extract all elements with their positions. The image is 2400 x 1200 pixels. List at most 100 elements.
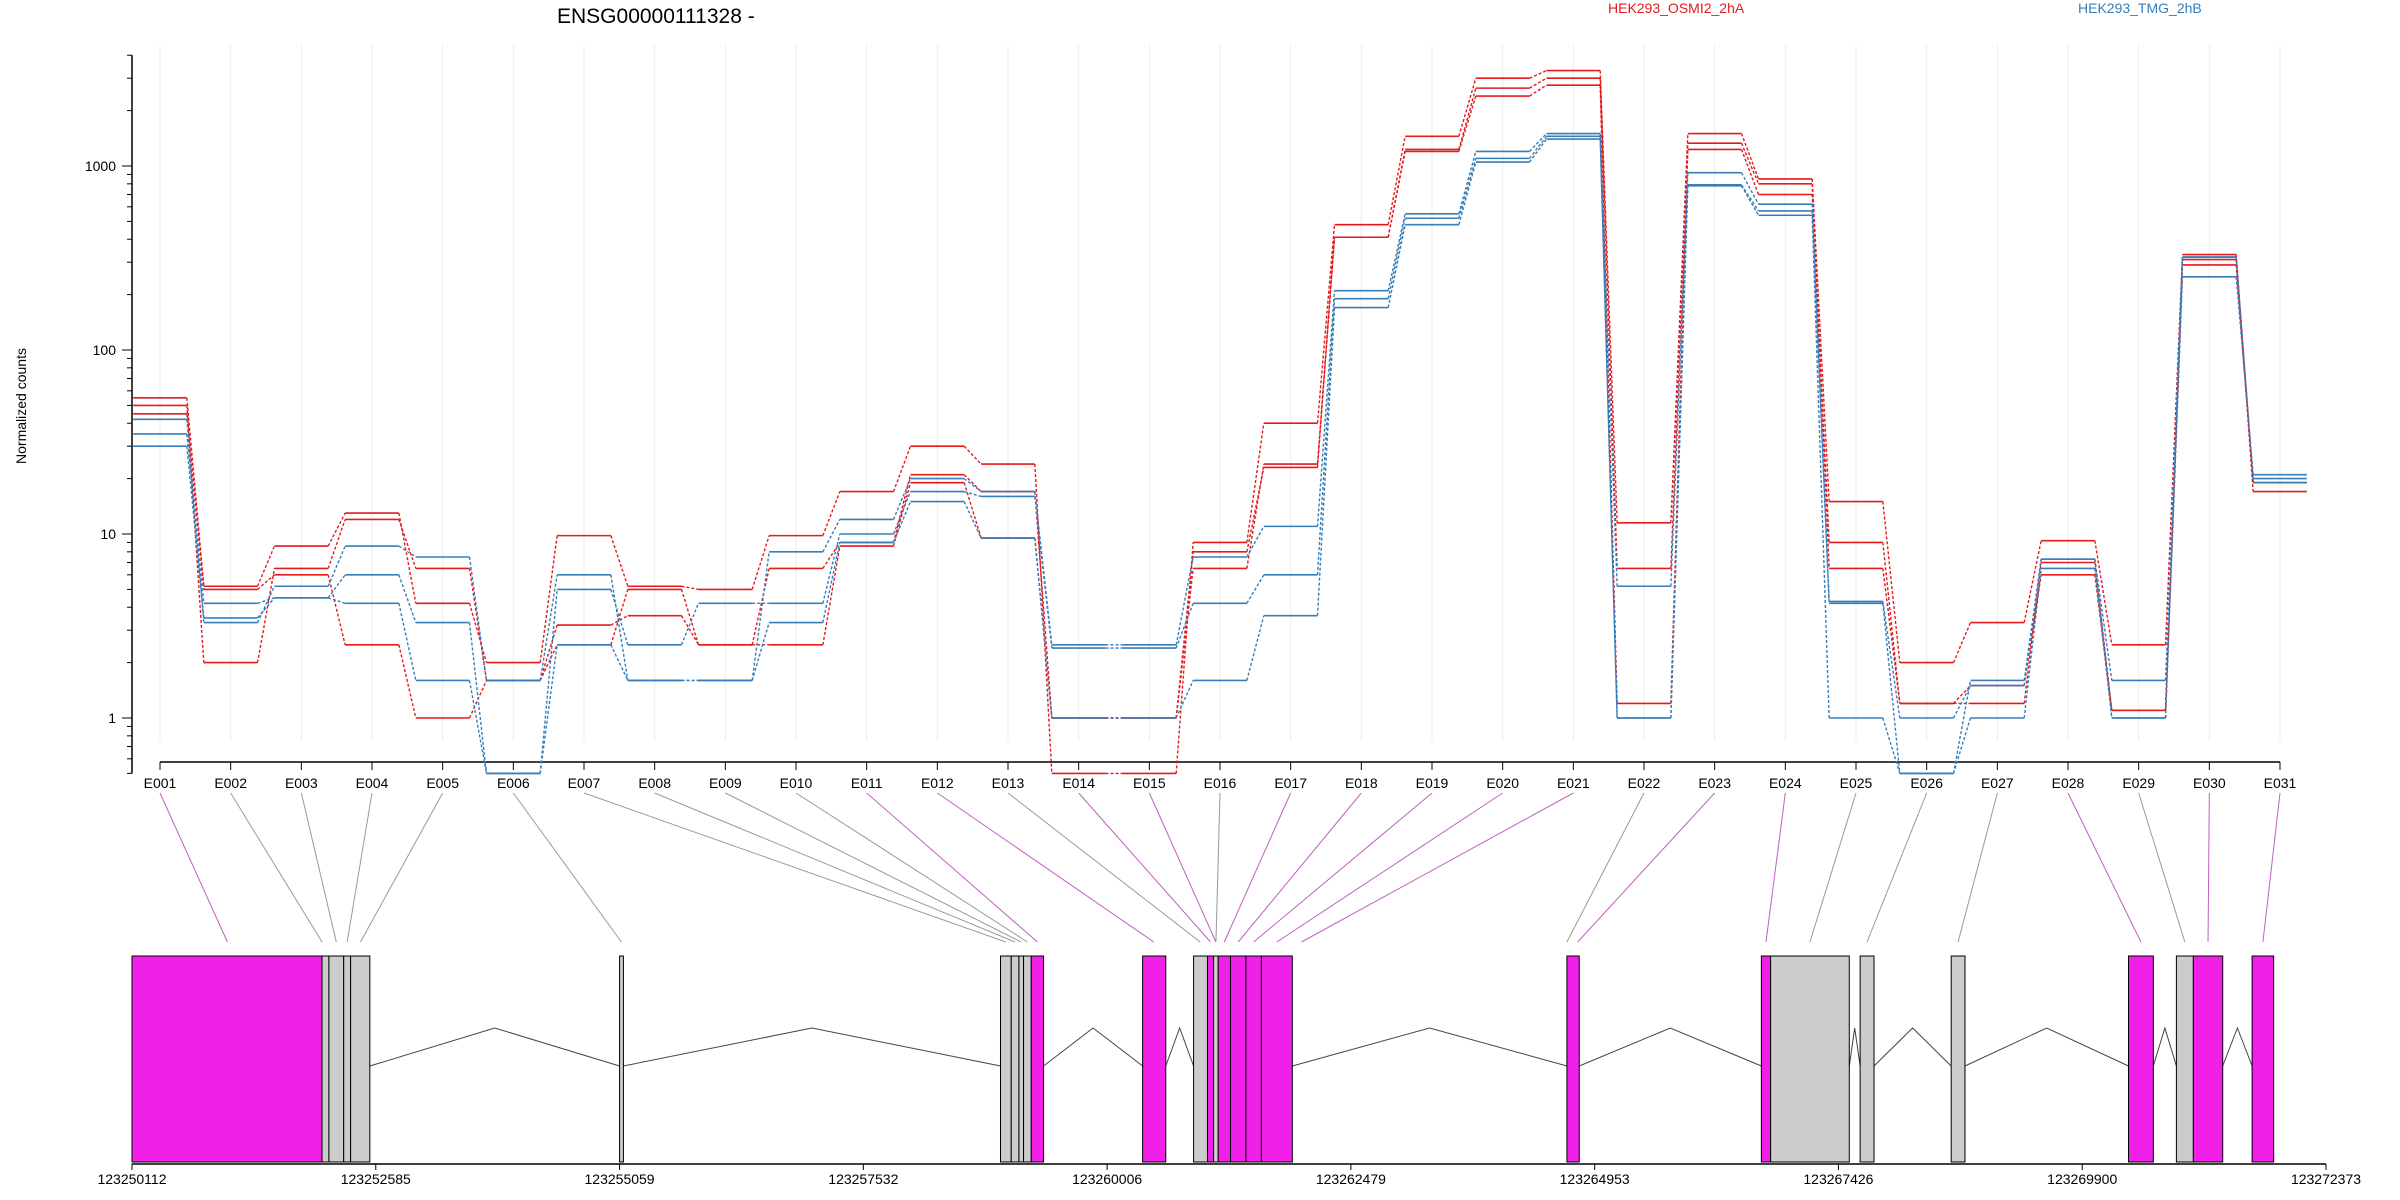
connector-E015 xyxy=(1148,792,1217,943)
series-1-link xyxy=(963,445,982,465)
x-tick-label-E019: E019 xyxy=(1416,775,1449,791)
series-5-link xyxy=(1458,158,1477,219)
gene-model: 123250112 123252585 123255059 123257532 1232… xyxy=(97,955,2361,1187)
series-4-link xyxy=(1529,133,1547,152)
exon-box xyxy=(350,955,371,1163)
series-3-link xyxy=(1316,237,1336,468)
y-tick-label: 1000 xyxy=(85,158,116,174)
series-4-link xyxy=(1387,213,1406,291)
chart-title: ENSG00000111328 - xyxy=(557,5,755,28)
connector-E007 xyxy=(583,792,1006,943)
intron xyxy=(1165,1026,1195,1067)
connector-E009 xyxy=(725,792,1022,943)
series-3-link xyxy=(1246,467,1265,552)
connector-E030 xyxy=(2207,792,2210,943)
series-4-link xyxy=(1458,151,1477,214)
connector-E024 xyxy=(1765,792,1786,943)
series-6-link xyxy=(610,644,629,681)
series-1-link xyxy=(398,512,417,604)
series-6-link xyxy=(2094,568,2113,719)
exon-box xyxy=(1193,955,1208,1163)
x-tick-label-E015: E015 xyxy=(1133,775,1166,791)
series-5-link xyxy=(1811,210,1830,602)
series-3-link xyxy=(539,644,558,681)
intron xyxy=(1873,1027,1952,1067)
series-4-link xyxy=(1952,680,1972,774)
exon-box xyxy=(1217,955,1232,1163)
exon-box xyxy=(1760,955,1772,1163)
series-1-link xyxy=(256,545,276,587)
series-3-link xyxy=(398,644,417,719)
gene-coordinate-label: 123262479 xyxy=(1316,1171,1386,1187)
exon-box xyxy=(328,955,345,1163)
series-5-link xyxy=(1387,218,1406,299)
series-4-link xyxy=(256,585,276,623)
series-6-link xyxy=(1246,615,1265,681)
series-1-link xyxy=(539,535,558,663)
series-5-link xyxy=(1952,685,1972,719)
series-4-link xyxy=(610,574,629,681)
series-3-link xyxy=(1811,194,1830,543)
connector-E021 xyxy=(1301,792,1574,943)
exon-box xyxy=(1950,955,1966,1163)
series-4-link xyxy=(1740,172,1760,205)
connector-E025 xyxy=(1809,792,1857,943)
x-tick-label-E017: E017 xyxy=(1274,775,1307,791)
series-5-link xyxy=(2094,559,2113,681)
x-tick-label-E013: E013 xyxy=(992,775,1025,791)
connector-E027 xyxy=(1957,792,1998,943)
exon-box xyxy=(619,955,624,1163)
series-6-link xyxy=(186,446,205,618)
series-3-link xyxy=(963,482,982,539)
series-2-link xyxy=(892,474,912,543)
connector-E028 xyxy=(2067,792,2142,943)
exon-box xyxy=(1859,955,1875,1163)
series-2-link xyxy=(751,568,770,645)
exon-connectors xyxy=(159,792,2281,943)
series-3-link xyxy=(327,574,346,645)
exon-box xyxy=(2175,955,2194,1163)
gene-coordinate-label: 123255059 xyxy=(585,1171,655,1187)
series-6-link xyxy=(2023,568,2042,719)
y-axis-label: Normalized counts xyxy=(13,348,29,464)
series-5-link xyxy=(822,533,841,604)
series-3-link xyxy=(2235,259,2254,483)
series-2-link xyxy=(1740,142,1760,185)
x-tick-label-E029: E029 xyxy=(2122,775,2155,791)
series-2-link xyxy=(398,519,417,569)
series-3-link xyxy=(680,589,700,645)
x-tick-label-E024: E024 xyxy=(1769,775,1802,791)
series-1-link xyxy=(1882,501,1901,663)
x-tick-label-E014: E014 xyxy=(1062,775,1095,791)
series-4-link xyxy=(468,556,488,681)
series-1-link xyxy=(2023,540,2042,623)
gene-coordinate-label: 123272373 xyxy=(2291,1171,2361,1187)
connector-E001 xyxy=(159,792,228,943)
series-4-link xyxy=(963,478,982,493)
connector-E013 xyxy=(1007,792,1201,943)
series-6-link xyxy=(1740,185,1760,216)
x-tick-label-E016: E016 xyxy=(1204,775,1237,791)
exon-box xyxy=(1566,955,1580,1163)
grid xyxy=(159,45,2281,740)
connector-E005 xyxy=(360,792,444,943)
intron xyxy=(1579,1027,1762,1067)
series-5-link xyxy=(2023,559,2042,686)
series-4-link xyxy=(1316,290,1336,527)
series-3-link xyxy=(1882,542,1901,704)
axes: 1 10 100 1000 E001 E002 E003 E004 E005 E006 E007 E0… xyxy=(85,54,2297,791)
series-2-link xyxy=(1882,568,1901,704)
exon-box xyxy=(1260,955,1293,1163)
x-tick-label-E021: E021 xyxy=(1557,775,1590,791)
series-2-link xyxy=(2023,562,2042,704)
series-3-link xyxy=(1953,685,1971,704)
connector-E011 xyxy=(866,792,1038,943)
y-tick-label: 100 xyxy=(93,342,117,358)
series-4-link xyxy=(1246,526,1265,558)
exon-box xyxy=(1023,955,1032,1163)
series-3-link xyxy=(2094,574,2113,711)
series-1-link xyxy=(2094,540,2113,645)
series-3-link xyxy=(1458,95,1477,152)
connector-E029 xyxy=(2138,792,2186,943)
y-tick-label: 10 xyxy=(100,526,116,542)
